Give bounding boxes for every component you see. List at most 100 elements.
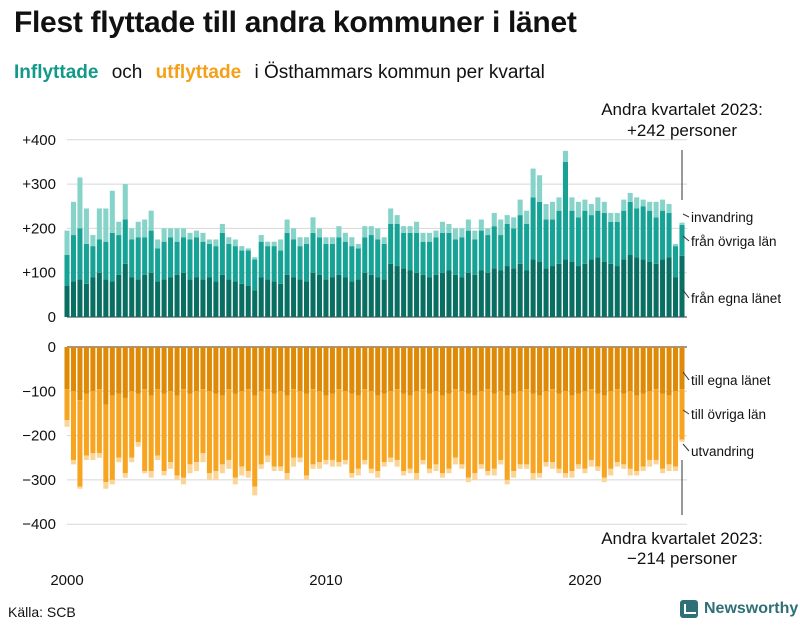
bar-in-other-counties xyxy=(627,201,633,255)
bar-out-emigration xyxy=(433,464,439,472)
bar-out-other-counties xyxy=(569,395,575,472)
bar-out-emigration xyxy=(187,464,193,474)
bar-in-own-county xyxy=(588,259,594,317)
bar-in-immigration xyxy=(148,210,154,231)
x-tick-label: 2010 xyxy=(309,572,342,589)
bar-out-own-county xyxy=(329,347,335,394)
bar-out-emigration xyxy=(168,462,174,469)
bar-in-own-county xyxy=(414,272,420,317)
bar-in-immigration xyxy=(550,201,556,220)
bar-out-emigration xyxy=(472,473,478,480)
bar-in-own-county xyxy=(206,277,212,317)
bar-out-other-counties xyxy=(452,389,458,458)
bar-in-other-counties xyxy=(679,224,685,256)
bar-in-other-counties xyxy=(181,237,187,273)
bar-out-emigration xyxy=(588,459,594,467)
y-tick-label-bottom: −300 xyxy=(22,472,56,489)
bar-out-emigration xyxy=(452,457,458,465)
bar-out-own-county xyxy=(647,347,653,392)
bar-in-immigration xyxy=(355,243,361,249)
bar-in-other-counties xyxy=(206,243,212,278)
bar-in-other-counties xyxy=(219,232,225,275)
bar-out-other-counties xyxy=(368,391,374,469)
bar-in-own-county xyxy=(517,263,523,317)
bar-out-emigration xyxy=(575,464,581,469)
bar-out-other-counties xyxy=(517,391,523,465)
bar-in-other-counties xyxy=(524,223,530,271)
bar-out-emigration xyxy=(271,466,277,472)
bar-in-own-county xyxy=(142,274,148,317)
bar-out-emigration xyxy=(511,471,517,478)
bar-out-own-county xyxy=(161,347,167,394)
bar-in-other-counties xyxy=(213,246,219,282)
bar-in-immigration xyxy=(524,210,530,224)
bar-in-immigration xyxy=(310,217,316,233)
bar-out-own-county xyxy=(472,347,478,396)
bar-out-own-county xyxy=(446,347,452,394)
bar-in-own-county xyxy=(368,274,374,317)
bar-out-other-counties xyxy=(459,391,465,465)
bar-in-other-counties xyxy=(135,237,141,280)
bar-out-other-counties xyxy=(472,395,478,474)
bar-out-other-counties xyxy=(349,393,355,474)
bar-in-own-county xyxy=(491,268,497,317)
bar-out-other-counties xyxy=(530,393,536,474)
bar-in-immigration xyxy=(388,208,394,224)
bar-out-emigration xyxy=(213,471,219,480)
bar-out-emigration xyxy=(562,473,568,478)
bar-in-own-county xyxy=(291,277,297,317)
bar-in-other-counties xyxy=(70,235,76,282)
bar-in-immigration xyxy=(640,199,646,207)
bar-out-own-county xyxy=(621,347,627,394)
annotation-bottom-line1: Andra kvartalet 2023: xyxy=(601,529,763,548)
bar-out-other-counties xyxy=(336,389,342,463)
bar-in-other-counties xyxy=(155,248,161,282)
bar-in-other-counties xyxy=(77,228,83,280)
bar-in-immigration xyxy=(336,226,342,238)
bar-in-immigration xyxy=(83,208,89,244)
bar-out-own-county xyxy=(181,347,187,390)
bar-out-own-county xyxy=(336,347,342,390)
bar-in-own-county xyxy=(647,261,653,317)
bar-in-immigration xyxy=(634,197,640,209)
bar-out-emigration xyxy=(291,457,297,467)
bar-out-emigration xyxy=(465,477,471,483)
bar-out-other-counties xyxy=(355,395,361,469)
bar-out-other-counties xyxy=(414,391,420,474)
bar-out-other-counties xyxy=(465,393,471,478)
bar-out-emigration xyxy=(459,464,465,469)
bar-in-other-counties xyxy=(414,232,420,273)
bar-in-other-counties xyxy=(336,237,342,275)
bar-in-immigration xyxy=(504,215,510,224)
bar-in-own-county xyxy=(258,277,264,317)
bar-in-immigration xyxy=(446,223,452,233)
bar-out-other-counties xyxy=(504,395,510,480)
bar-out-emigration xyxy=(478,464,484,469)
bar-in-other-counties xyxy=(556,210,562,264)
bar-in-own-county xyxy=(427,277,433,317)
bar-in-other-counties xyxy=(420,241,426,275)
bar-in-other-counties xyxy=(116,235,122,275)
bar-in-immigration xyxy=(407,226,413,233)
bar-out-own-county xyxy=(653,347,659,390)
bar-in-immigration xyxy=(511,217,517,229)
segment-label-in-dark: från egna länet xyxy=(691,291,781,306)
subtitle-outflow: utflyttade xyxy=(155,62,242,83)
bar-out-own-county xyxy=(142,347,148,390)
bar-out-own-county xyxy=(265,347,271,390)
bar-out-own-county xyxy=(109,347,115,396)
bar-out-emigration xyxy=(83,455,89,460)
bar-in-own-county xyxy=(349,281,355,317)
bar-out-emigration xyxy=(601,477,607,483)
bar-in-other-counties xyxy=(103,241,109,280)
bar-out-emigration xyxy=(673,466,679,472)
bar-in-immigration xyxy=(129,228,135,240)
brand-name: Newsworthy xyxy=(704,600,799,617)
bar-in-own-county xyxy=(181,272,187,317)
subtitle: Inflyttade och utflyttade i Östhammars k… xyxy=(14,62,545,84)
bar-in-own-county xyxy=(70,281,76,317)
bar-out-emigration xyxy=(595,466,601,472)
bar-out-own-county xyxy=(601,347,607,396)
bar-out-emigration xyxy=(232,477,238,485)
